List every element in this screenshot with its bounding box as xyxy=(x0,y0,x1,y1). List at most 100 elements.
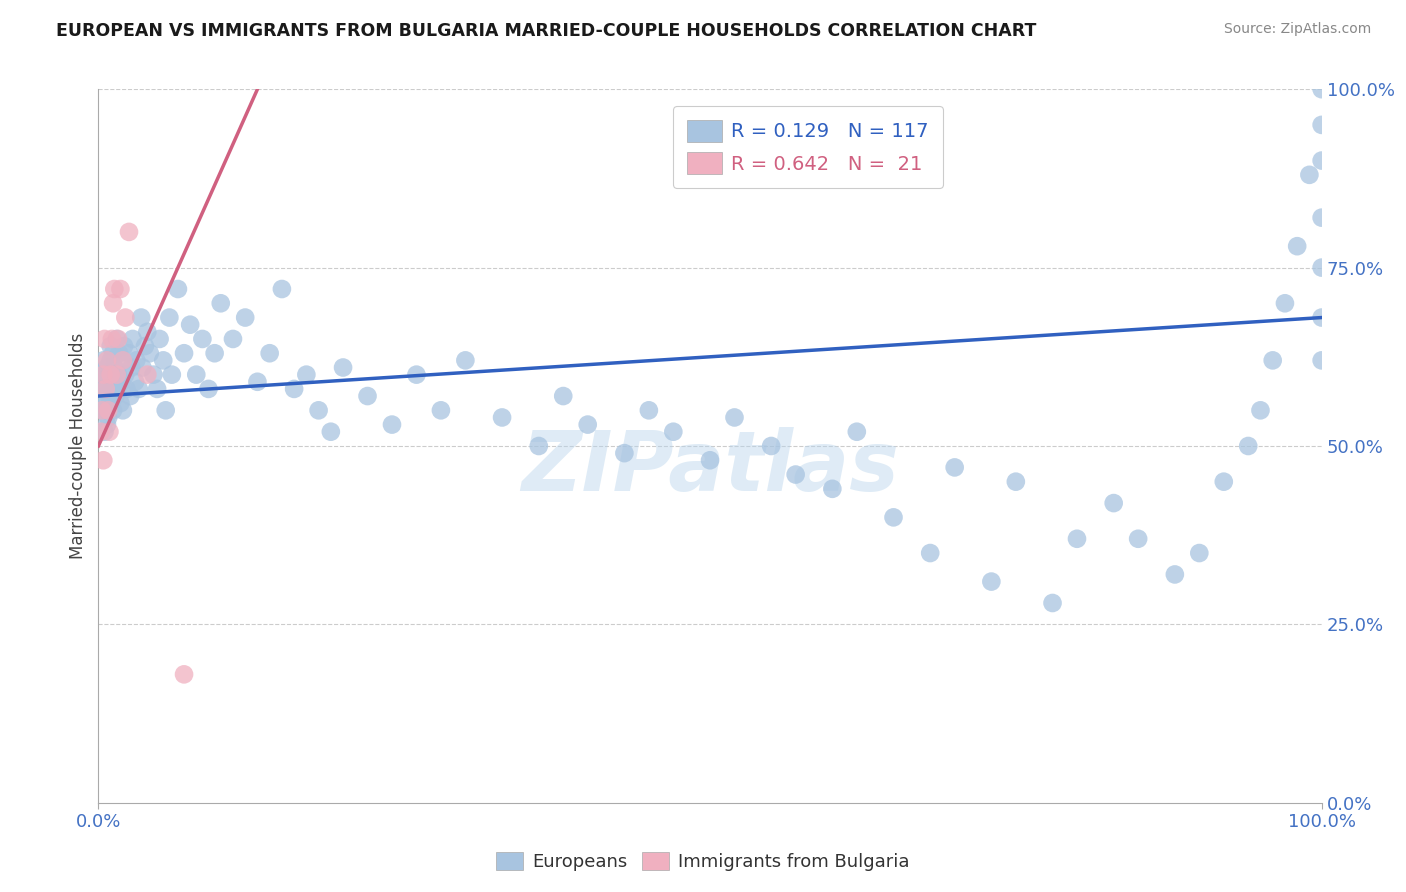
Point xyxy=(96,360,118,375)
Point xyxy=(114,310,136,325)
Point xyxy=(246,375,269,389)
Point xyxy=(94,382,117,396)
Point xyxy=(91,403,114,417)
Point xyxy=(381,417,404,432)
Point xyxy=(91,382,114,396)
Point xyxy=(110,282,132,296)
Point xyxy=(100,396,122,410)
Point xyxy=(270,282,294,296)
Point xyxy=(638,403,661,417)
Point xyxy=(118,346,141,360)
Point xyxy=(197,382,219,396)
Point xyxy=(1188,546,1211,560)
Point xyxy=(93,425,115,439)
Point xyxy=(191,332,214,346)
Point xyxy=(93,389,115,403)
Point xyxy=(101,346,124,360)
Point xyxy=(96,396,118,410)
Point xyxy=(98,389,121,403)
Point xyxy=(883,510,905,524)
Point xyxy=(761,439,783,453)
Point xyxy=(662,425,685,439)
Point xyxy=(131,360,153,375)
Point xyxy=(110,396,132,410)
Point xyxy=(1237,439,1260,453)
Point xyxy=(233,310,256,325)
Point xyxy=(108,346,131,360)
Point xyxy=(124,375,146,389)
Point xyxy=(120,389,142,403)
Point xyxy=(91,368,114,382)
Point xyxy=(173,667,195,681)
Point xyxy=(128,382,150,396)
Point xyxy=(136,325,159,339)
Point xyxy=(105,382,128,396)
Point xyxy=(111,375,134,389)
Point xyxy=(101,332,124,346)
Point xyxy=(1274,296,1296,310)
Legend: Europeans, Immigrants from Bulgaria: Europeans, Immigrants from Bulgaria xyxy=(489,845,917,879)
Point xyxy=(91,353,114,368)
Point xyxy=(1310,353,1333,368)
Point xyxy=(1286,239,1309,253)
Point xyxy=(152,353,174,368)
Point xyxy=(115,382,138,396)
Point xyxy=(821,482,844,496)
Point xyxy=(93,368,115,382)
Point xyxy=(101,403,124,417)
Point xyxy=(1310,153,1333,168)
Point xyxy=(90,368,112,382)
Point xyxy=(405,368,427,382)
Point xyxy=(454,353,477,368)
Point xyxy=(120,360,142,375)
Point xyxy=(97,410,120,425)
Point xyxy=(139,346,162,360)
Point xyxy=(100,368,122,382)
Point xyxy=(1004,475,1026,489)
Text: EUROPEAN VS IMMIGRANTS FROM BULGARIA MARRIED-COUPLE HOUSEHOLDS CORRELATION CHART: EUROPEAN VS IMMIGRANTS FROM BULGARIA MAR… xyxy=(56,22,1036,40)
Point xyxy=(125,353,148,368)
Point xyxy=(283,382,305,396)
Y-axis label: Married-couple Households: Married-couple Households xyxy=(69,333,87,559)
Point xyxy=(920,546,942,560)
Point xyxy=(121,332,143,346)
Point xyxy=(103,282,125,296)
Point xyxy=(1042,596,1064,610)
Point xyxy=(146,382,169,396)
Point xyxy=(134,339,156,353)
Point xyxy=(204,346,226,360)
Point xyxy=(136,368,159,382)
Point xyxy=(93,332,115,346)
Point xyxy=(107,368,129,382)
Point xyxy=(1102,496,1125,510)
Point xyxy=(98,368,121,382)
Point xyxy=(430,403,453,417)
Point xyxy=(94,403,117,417)
Point xyxy=(1128,532,1150,546)
Point xyxy=(101,368,124,382)
Point xyxy=(179,318,201,332)
Point xyxy=(527,439,550,453)
Point xyxy=(101,382,124,396)
Point xyxy=(91,453,114,467)
Text: ZIPatlas: ZIPatlas xyxy=(522,427,898,508)
Point xyxy=(111,353,134,368)
Point xyxy=(142,368,165,382)
Point xyxy=(723,410,745,425)
Point xyxy=(356,389,378,403)
Point xyxy=(491,410,513,425)
Point xyxy=(97,382,120,396)
Point xyxy=(1310,310,1333,325)
Point xyxy=(112,339,135,353)
Point xyxy=(98,425,121,439)
Point xyxy=(160,368,183,382)
Point xyxy=(553,389,575,403)
Point xyxy=(94,382,117,396)
Point xyxy=(1261,353,1284,368)
Point xyxy=(111,353,134,368)
Point xyxy=(96,417,118,432)
Point xyxy=(576,417,599,432)
Point xyxy=(308,403,330,417)
Point xyxy=(104,389,127,403)
Point xyxy=(295,368,318,382)
